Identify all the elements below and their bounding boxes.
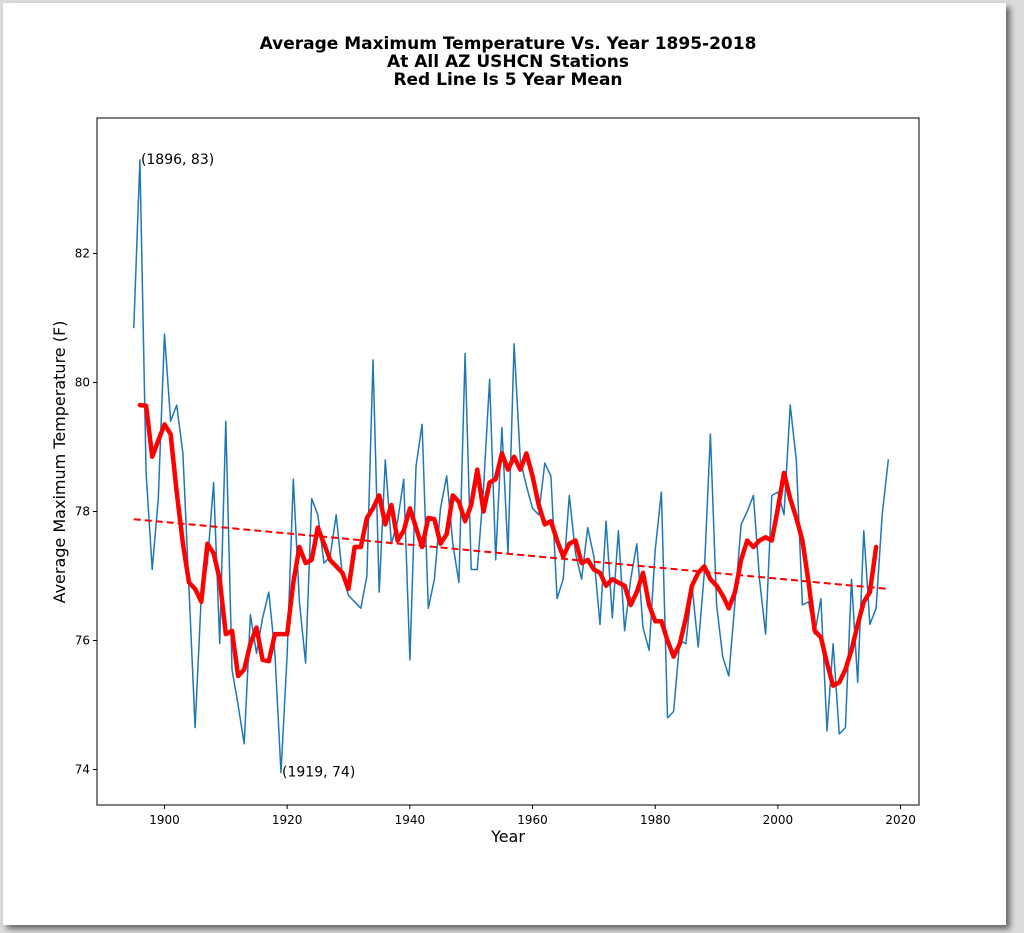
x-tick-label: 1920 <box>272 813 303 827</box>
x-tick-label: 2000 <box>763 813 794 827</box>
five-year-mean-line <box>137 402 879 688</box>
trend-line <box>133 518 889 590</box>
y-tick-label: 76 <box>75 634 90 648</box>
x-tick-label: 1980 <box>640 813 671 827</box>
y-axis-label: Average Maximum Temperature (F) <box>50 321 69 604</box>
y-axis-ticks: 74 76 78 80 82 <box>75 246 97 777</box>
chart: Average Maximum Temperature Vs. Year 189… <box>50 34 920 846</box>
annotation-label: (1919, 74) <box>282 765 355 781</box>
y-tick-label: 80 <box>75 375 90 389</box>
chart-title: Average Maximum Temperature Vs. Year 189… <box>260 34 757 90</box>
x-axis-label: Year <box>490 827 525 846</box>
title-line-1: Average Maximum Temperature Vs. Year 189… <box>260 34 757 54</box>
title-line-3: Red Line Is 5 Year Mean <box>393 70 622 90</box>
y-tick-label: 74 <box>75 763 90 777</box>
series-group <box>133 159 890 774</box>
annotation-label: (1896, 83) <box>141 152 214 168</box>
title-line-2: At All AZ USHCN Stations <box>387 52 629 72</box>
x-tick-label: 2020 <box>885 813 916 827</box>
figure-panel: Average Maximum Temperature Vs. Year 189… <box>3 3 1006 925</box>
x-tick-label: 1940 <box>395 813 426 827</box>
x-tick-label: 1900 <box>149 813 180 827</box>
x-axis-ticks: 1900 1920 1940 1960 1980 2000 2020 <box>149 805 916 827</box>
plot-area <box>96 117 920 806</box>
y-tick-label: 82 <box>75 246 90 260</box>
x-tick-label: 1960 <box>517 813 548 827</box>
y-tick-label: 78 <box>75 504 90 518</box>
annotations: (1896, 83) (1919, 74) <box>141 152 355 781</box>
